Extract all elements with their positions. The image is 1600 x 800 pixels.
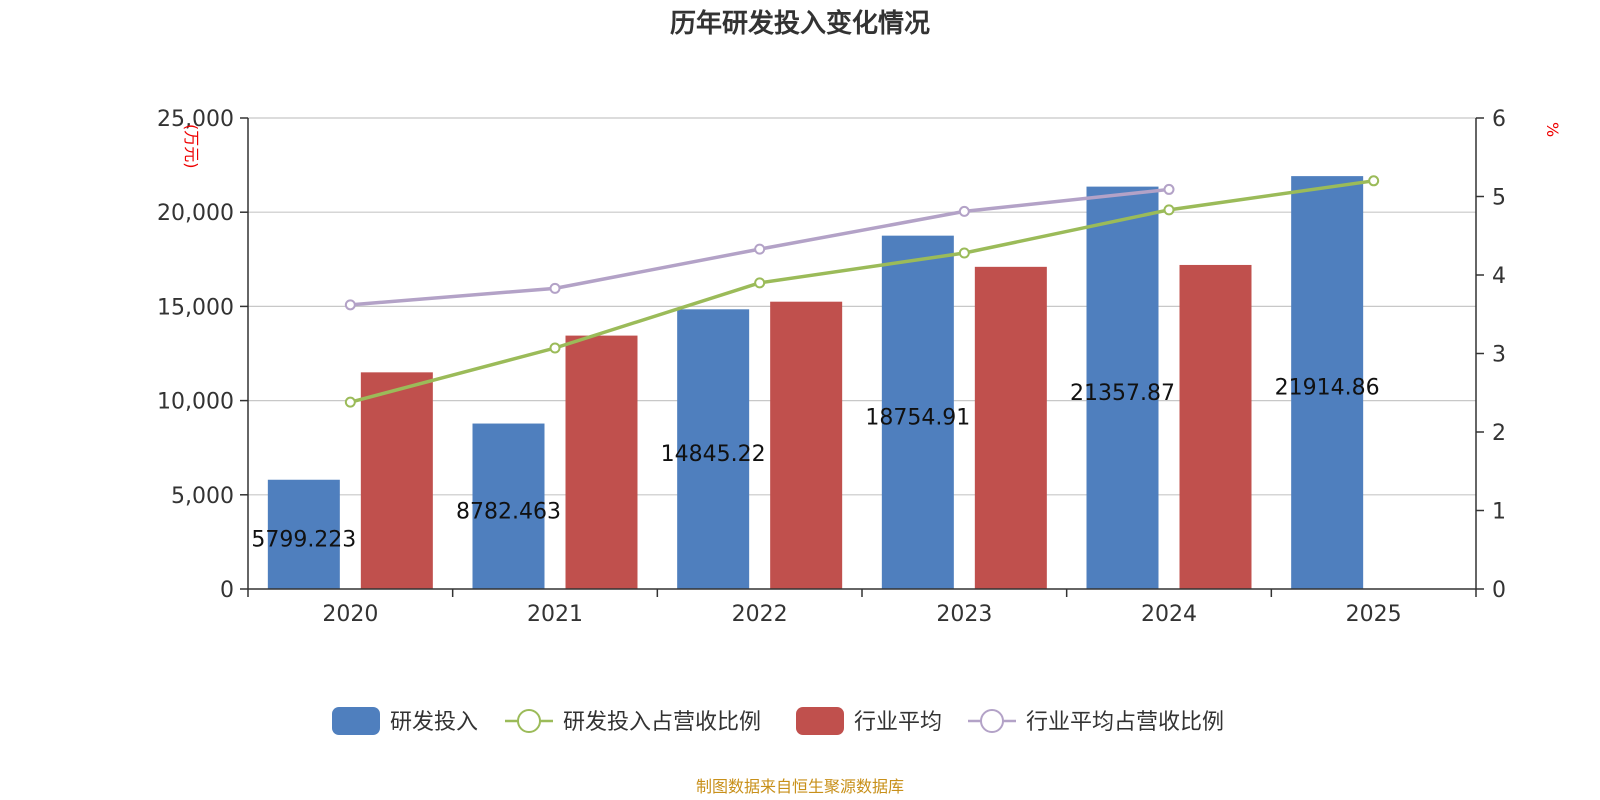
y-right-tick-label: 0 (1492, 578, 1506, 603)
y-right-tick-label: 3 (1492, 343, 1506, 368)
y-right-tick-label: 2 (1492, 421, 1506, 446)
bars (267, 176, 1364, 590)
legend-label: 行业平均 (854, 710, 942, 735)
legend: 研发投入 研发投入占营收比例 行业平均 行业平均占营收比例 (332, 707, 1224, 735)
x-tick-label: 2023 (936, 602, 992, 627)
line-point (549, 342, 561, 354)
line-point (1368, 175, 1380, 187)
chart-title: 历年研发投入变化情况 (670, 8, 930, 39)
line-point (344, 396, 356, 408)
y-left-tick-label: 0 (220, 578, 234, 603)
bar-industry (565, 335, 638, 589)
legend-label: 研发投入 (390, 710, 478, 735)
x-tick-label: 2022 (732, 602, 788, 627)
y-right-tick-label: 5 (1492, 186, 1506, 211)
y-right-axis-label: % (1543, 122, 1562, 137)
bar-rd (677, 309, 750, 589)
y-left-tick-label: 15,000 (157, 295, 234, 320)
line-point (958, 205, 970, 217)
gridlines (248, 117, 1476, 496)
legend-swatch-bar (332, 707, 380, 735)
source-note: 制图数据来自恒生聚源数据库 (696, 777, 904, 796)
legend-swatch-bar (796, 707, 844, 735)
y-left-tick-label: 20,000 (157, 201, 234, 226)
bar-industry (974, 266, 1047, 589)
data-label: 8782.463 (456, 499, 561, 524)
bar-rd (881, 235, 954, 589)
data-label: 21914.86 (1275, 376, 1380, 401)
bar-industry (1179, 264, 1252, 589)
y-right-tick-label: 1 (1492, 500, 1506, 525)
bar-industry (360, 372, 433, 589)
data-label: 5799.223 (251, 527, 356, 552)
bar-rd (267, 479, 340, 589)
line-rd-ratio (349, 179, 1374, 404)
data-label: 14845.22 (661, 442, 766, 467)
data-labels: 5799.223 8782.463 14845.22 18754.91 21357.87… (251, 376, 1379, 553)
x-tick-label: 2024 (1141, 602, 1197, 627)
line-point (1163, 183, 1175, 195)
axes: 0 5,000 10,000 15,000 20,000 25,000 0 1 2 3 4 5 6 (万元… (157, 107, 1562, 627)
x-tick-label: 2021 (527, 602, 583, 627)
legend-label: 研发投入占营收比例 (563, 710, 761, 735)
line-point (344, 299, 356, 311)
legend-swatch-marker (517, 709, 541, 733)
series-lines (344, 175, 1380, 408)
y-left-tick-label: 5,000 (171, 484, 234, 509)
y-left-tick-label: 25,000 (157, 107, 234, 132)
line-point (549, 282, 561, 294)
y-left-axis-label: (万元) (182, 124, 201, 169)
x-tick-label: 2020 (322, 602, 378, 627)
bar-rd (1291, 176, 1364, 590)
x-tick-label: 2025 (1346, 602, 1402, 627)
y-right-tick-label: 4 (1492, 264, 1506, 289)
legend-swatch-marker (980, 709, 1004, 733)
y-left-tick-label: 10,000 (157, 390, 234, 415)
y-right-tick-label: 6 (1492, 107, 1506, 132)
line-point (754, 243, 766, 255)
legend-label: 行业平均占营收比例 (1026, 710, 1224, 735)
bar-rd (472, 423, 545, 589)
data-label: 18754.91 (865, 405, 970, 430)
line-point (1163, 204, 1175, 216)
data-label: 21357.87 (1070, 381, 1175, 406)
line-point (958, 247, 970, 259)
bar-industry (770, 301, 843, 589)
line-point (754, 277, 766, 289)
bar-rd (1086, 186, 1159, 589)
